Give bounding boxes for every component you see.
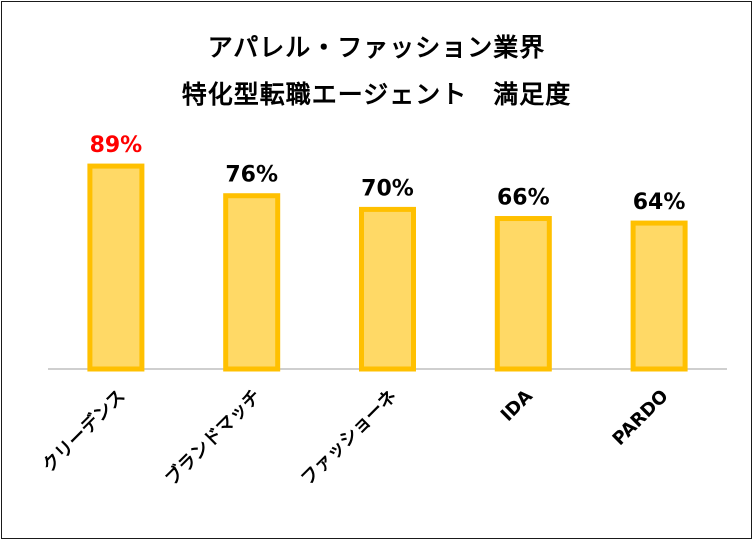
category-label-4: PARDO bbox=[609, 386, 673, 450]
category-label-0: クリーデンス bbox=[38, 385, 130, 477]
bar-0 bbox=[87, 163, 145, 372]
value-label-3: 66% bbox=[497, 186, 550, 211]
bar-1 bbox=[223, 193, 281, 372]
category-label-1: ブランドマッチ bbox=[161, 385, 266, 490]
category-label-3: IDA bbox=[497, 386, 537, 426]
value-label-4: 64% bbox=[633, 190, 686, 215]
chart-title-line2: 特化型転職エージェント 満足度 bbox=[181, 80, 572, 109]
chart-title-line1: アパレル・ファッション業界 bbox=[207, 33, 546, 62]
value-label-0: 89% bbox=[90, 133, 143, 158]
category-label-2: ファッショーネ bbox=[297, 386, 401, 490]
bar-4 bbox=[630, 220, 688, 372]
bar-2 bbox=[359, 206, 416, 372]
value-label-2: 70% bbox=[361, 176, 414, 201]
value-label-1: 76% bbox=[225, 163, 278, 188]
bar-3 bbox=[494, 216, 552, 372]
